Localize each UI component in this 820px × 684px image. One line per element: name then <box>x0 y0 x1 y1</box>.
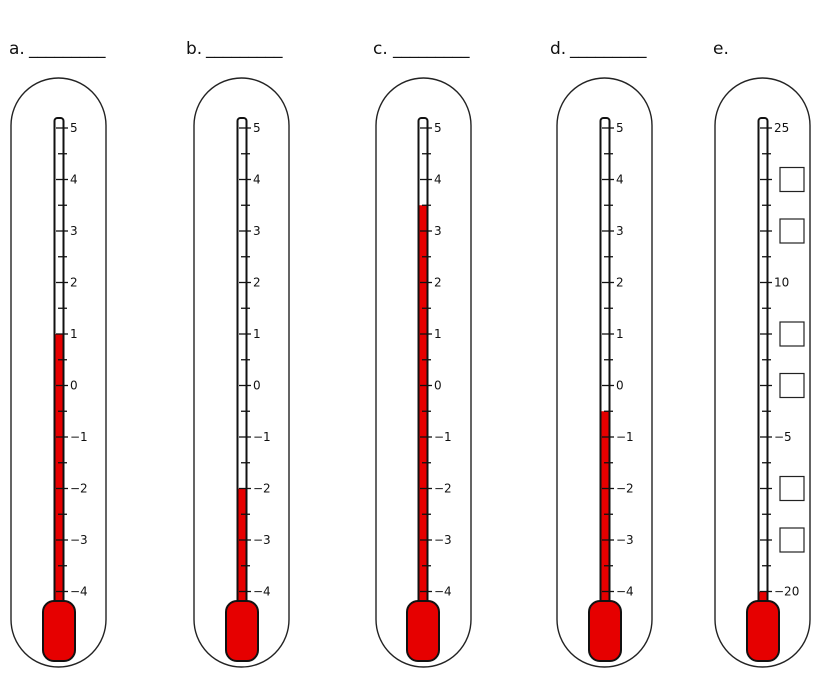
tick-label: 1 <box>253 327 261 341</box>
tick-label: −1 <box>434 430 452 444</box>
mercury-column <box>55 334 63 605</box>
tick-label: 5 <box>253 121 261 135</box>
thermometer-c: c. _________ −4 −3 −2 −1 0 1 2 3 4 5 <box>373 39 472 668</box>
tick-label: −3 <box>616 533 634 547</box>
answer-blank[interactable]: _________ <box>205 39 283 59</box>
thermometer-label: b. <box>186 39 202 59</box>
tick-label: 1 <box>616 327 624 341</box>
answer-box[interactable] <box>779 527 805 553</box>
tick-label: −20 <box>774 585 799 599</box>
tick-label: 0 <box>253 379 261 393</box>
tick-label: 1 <box>434 327 442 341</box>
tick-label: −3 <box>434 533 452 547</box>
answer-box[interactable] <box>779 372 805 399</box>
thermometer-bulb <box>588 600 622 662</box>
tick-label: 2 <box>253 276 261 290</box>
tick-label: 2 <box>70 276 78 290</box>
tick-label: 0 <box>616 379 624 393</box>
tick-label: −4 <box>253 585 271 599</box>
thermometer-bulb <box>746 600 780 662</box>
thermometer-label: c. <box>373 39 388 59</box>
tick-label: 4 <box>253 173 261 187</box>
tick-label: 3 <box>253 224 261 238</box>
tick-label: 4 <box>70 173 78 187</box>
tick-label: −1 <box>70 430 88 444</box>
tick-label: −4 <box>70 585 88 599</box>
tick-label: 3 <box>616 224 624 238</box>
tick-label: 0 <box>70 379 78 393</box>
tick-label: −2 <box>616 482 634 496</box>
tick-label: 5 <box>70 121 78 135</box>
thermometer-tube <box>757 117 769 608</box>
thermometer-bulb <box>406 600 440 662</box>
tick-label: −2 <box>434 482 452 496</box>
tick-label: −1 <box>616 430 634 444</box>
tick-label: 5 <box>434 121 442 135</box>
answer-blank[interactable]: _________ <box>28 39 106 59</box>
thermometer-bulb <box>225 600 259 662</box>
tick-label: 3 <box>70 224 78 238</box>
tick-label: 5 <box>616 121 624 135</box>
thermometer-label: d. <box>550 39 566 59</box>
mercury-column <box>601 411 609 605</box>
tick-label: −4 <box>616 585 634 599</box>
tick-label: 0 <box>434 379 442 393</box>
answer-blank[interactable]: _________ <box>569 39 647 59</box>
thermometer-label: e. <box>713 39 729 59</box>
tick-label: 4 <box>616 173 624 187</box>
tick-label: −3 <box>70 533 88 547</box>
answer-blank[interactable]: _________ <box>392 39 470 59</box>
thermometer-e: e. −20 −5 10 25 <box>713 39 811 668</box>
thermometer-label: a. <box>9 39 25 59</box>
mercury-column <box>238 488 246 605</box>
tick-label: 2 <box>616 276 624 290</box>
tick-label: 10 <box>774 276 789 290</box>
answer-box[interactable] <box>779 475 805 502</box>
tick-label: −4 <box>434 585 452 599</box>
thermometer-a: a. _________ −4 −3 −2 −1 0 1 2 3 4 5 <box>9 39 107 668</box>
answer-box[interactable] <box>779 321 805 347</box>
tick-label: −5 <box>774 430 792 444</box>
thermometer-b: b. _________ −4 −3 −2 −1 0 1 2 3 4 5 <box>186 39 290 668</box>
answer-box[interactable] <box>779 166 805 193</box>
tick-label: 2 <box>434 276 442 290</box>
mercury-column <box>419 205 427 605</box>
tick-label: −3 <box>253 533 271 547</box>
thermometer-bulb <box>42 600 76 662</box>
thermometer-d: d. _________ −4 −3 −2 −1 0 1 2 3 4 5 <box>550 39 653 668</box>
tick-label: 3 <box>434 224 442 238</box>
answer-box[interactable] <box>779 218 805 244</box>
tick-label: 1 <box>70 327 78 341</box>
tick-label: −2 <box>70 482 88 496</box>
mercury-column <box>759 591 767 605</box>
tick-label: 4 <box>434 173 442 187</box>
tick-label: 25 <box>774 121 789 135</box>
tick-label: −2 <box>253 482 271 496</box>
tick-label: −1 <box>253 430 271 444</box>
